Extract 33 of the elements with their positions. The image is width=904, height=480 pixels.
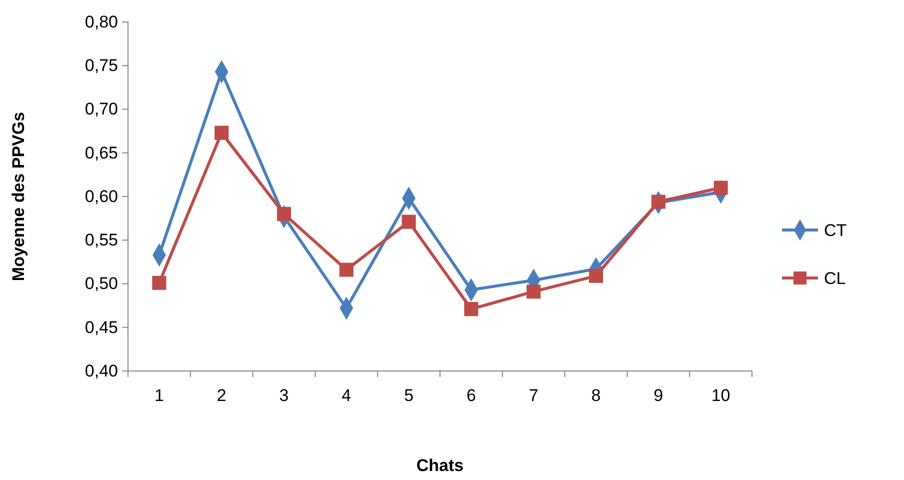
x-tick-label: 10	[711, 386, 730, 406]
point	[464, 302, 478, 316]
y-tick-label: 0,80	[84, 12, 118, 32]
point	[651, 194, 666, 209]
x-tick-label: 6	[466, 386, 476, 406]
x-tick-label: 2	[216, 386, 226, 406]
x-tick-label: 7	[528, 386, 538, 406]
legend-label: CT	[824, 220, 847, 240]
point	[402, 214, 416, 229]
point	[339, 262, 354, 277]
x-tick-label: 3	[279, 386, 289, 406]
point	[588, 268, 604, 283]
x-tick-label: 1	[154, 386, 164, 406]
y-tick-label: 0,65	[84, 143, 118, 162]
x-tick-label: 8	[591, 386, 601, 406]
point	[276, 206, 292, 221]
x-tick-label: 5	[404, 386, 414, 406]
y-tick-label: 0,40	[84, 361, 118, 380]
x-axis-title: Chats	[416, 456, 464, 475]
point	[214, 126, 229, 140]
x-tick-label: 4	[342, 386, 352, 406]
y-tick-label: 0,70	[84, 100, 118, 119]
y-tick-label: 0,60	[84, 186, 118, 206]
point	[152, 276, 166, 290]
y-tick-label: 0,50	[84, 274, 118, 294]
point	[714, 180, 728, 195]
y-tick-label: 0,75	[84, 56, 118, 76]
x-tick-label: 9	[654, 386, 664, 406]
legend-label: CL	[824, 268, 846, 288]
y-axis-title: Moyenne des PPVGs	[9, 112, 28, 282]
point	[526, 284, 541, 299]
y-tick-label: 0,45	[84, 318, 118, 337]
y-tick-label: 0,55	[84, 230, 118, 250]
